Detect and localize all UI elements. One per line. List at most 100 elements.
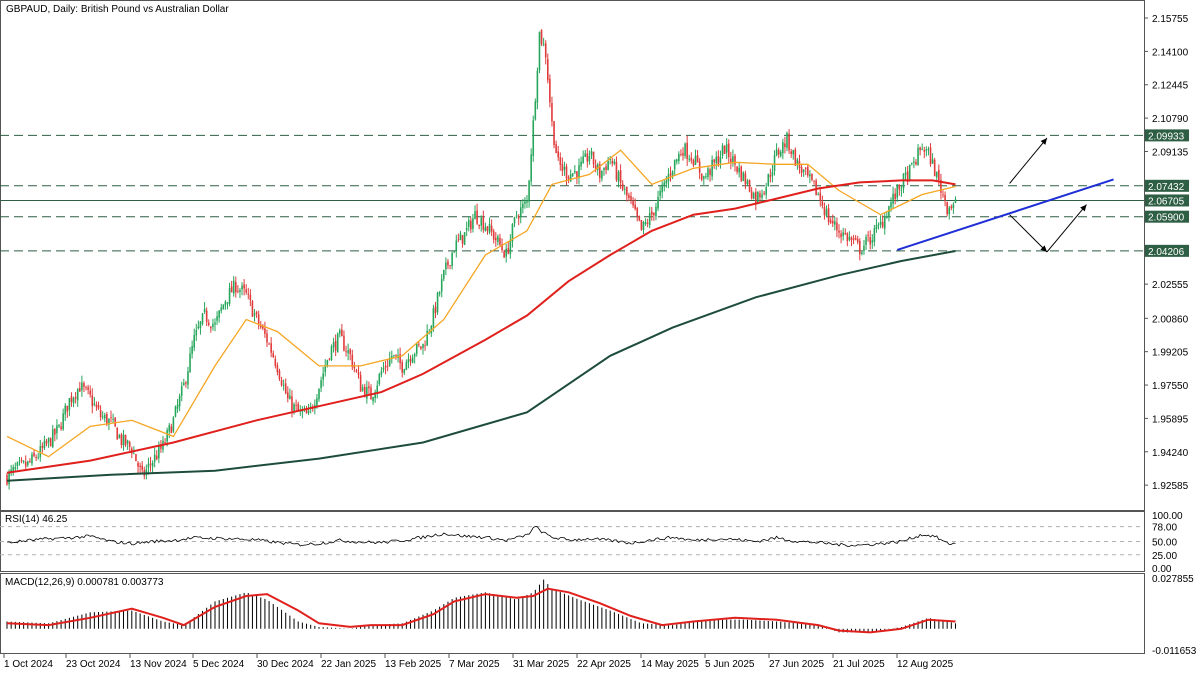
candle-body (201, 313, 204, 324)
candle-body (33, 452, 35, 457)
candle-body (786, 132, 788, 148)
candle-body (553, 121, 555, 145)
candle-body (738, 167, 740, 173)
candle-body (418, 344, 420, 346)
candle-body (151, 462, 154, 467)
candle-body (621, 183, 624, 190)
candle-body (779, 151, 782, 157)
projection-arrow (1009, 137, 1048, 184)
candle-body (237, 290, 239, 292)
candle-body (809, 174, 811, 177)
candle-body (224, 301, 227, 306)
candle-body (420, 346, 422, 349)
price-level-label: 2.06705 (1148, 196, 1185, 207)
candle-body (707, 168, 709, 178)
candle-body (97, 405, 100, 409)
candle-body (938, 169, 940, 181)
candle-body (149, 463, 152, 465)
candle-body (230, 286, 233, 293)
candle-body (578, 165, 580, 178)
candle-body (51, 429, 54, 448)
candle-body (461, 235, 464, 244)
price-panel-frame (0, 0, 1145, 511)
candle-body (141, 465, 143, 470)
candle-body (166, 430, 168, 442)
candle-body (374, 392, 376, 399)
candle-body (56, 425, 58, 434)
x-tick-label: 1 Oct 2024 (4, 659, 53, 670)
projection-arrow (1009, 214, 1048, 253)
candle-body (214, 322, 216, 325)
candle-body (168, 425, 171, 432)
candle-body (944, 194, 946, 201)
candle-body (160, 446, 162, 449)
candle-body (178, 395, 181, 407)
candle-body (83, 382, 85, 387)
price-level-label: 2.09933 (1148, 131, 1185, 142)
candle-body (128, 442, 131, 447)
candle-body (888, 206, 890, 218)
candle-body (588, 156, 591, 162)
candle-body (886, 217, 888, 219)
price-level-tag (1145, 179, 1189, 192)
candle-body (567, 177, 570, 180)
candle-body (239, 289, 241, 292)
candle-body (632, 201, 634, 206)
candle-body (782, 142, 784, 154)
price-tick-label: 2.00860 (1152, 314, 1189, 325)
candle-body (382, 367, 385, 370)
rsi-line (6, 525, 956, 547)
candle-body (557, 151, 559, 158)
candle-body (176, 404, 179, 409)
candle-body (124, 434, 127, 446)
price-level-tag (1145, 244, 1189, 257)
chart-title: GBPAUD, Daily: British Pound vs Australi… (6, 4, 229, 15)
candle-body (58, 424, 60, 427)
candle-body (890, 202, 892, 208)
candle-body (476, 210, 478, 224)
candle-body (31, 454, 33, 464)
candle-body (199, 321, 202, 328)
candle-body (813, 180, 815, 182)
candle-body (850, 237, 853, 241)
x-tick-label: 14 May 2025 (641, 659, 699, 670)
candle-body (210, 326, 212, 329)
candle-body (35, 457, 37, 459)
candle-body (913, 161, 915, 163)
axis-layer: 2.09933 2.07432 2.06705 2.05900 2.04206 2.157… (3, 14, 1197, 670)
candle-body (403, 369, 406, 373)
candle-body (561, 164, 564, 172)
candle-body (280, 379, 283, 386)
candle-body (368, 386, 370, 389)
candle-body (76, 388, 79, 401)
candle-body (551, 103, 553, 122)
candle-body (445, 262, 447, 270)
candle-body (451, 252, 453, 267)
candle-body (917, 147, 919, 166)
candle-body (879, 221, 882, 225)
candle-body (480, 218, 483, 226)
candle-body (347, 350, 349, 354)
candle-body (170, 426, 173, 434)
candle-body (37, 457, 39, 458)
candle-body (509, 239, 512, 255)
candle-body (39, 446, 42, 458)
projection-arrowhead (1040, 138, 1047, 145)
candle-body (613, 161, 616, 164)
candle-body (524, 201, 526, 204)
candle-body (341, 329, 343, 337)
candle-body (775, 149, 778, 156)
candle-body (790, 151, 792, 155)
candle-body (422, 343, 424, 348)
candle-body (819, 192, 822, 201)
rsi-tick-label: 0.00 (1152, 564, 1172, 575)
price-level-label: 2.07432 (1148, 182, 1185, 193)
candle-body (615, 161, 618, 180)
candle-body (322, 373, 324, 380)
price-tick-label: 2.15755 (1152, 14, 1189, 25)
candle-body (605, 166, 607, 171)
candle-body (470, 220, 472, 230)
candle-body (334, 340, 337, 351)
candle-body (205, 310, 208, 323)
candle-body (594, 165, 597, 169)
